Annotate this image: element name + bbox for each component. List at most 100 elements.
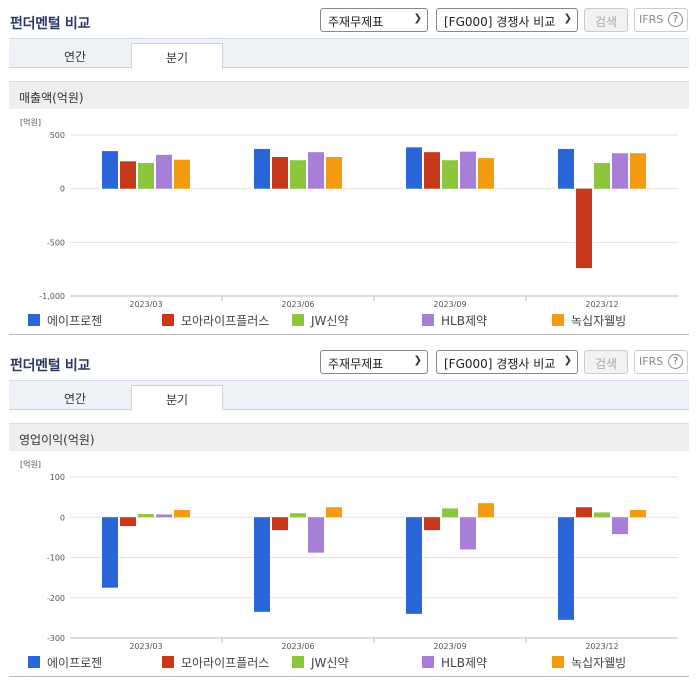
bar-4-2023-09 <box>460 151 476 189</box>
legend-label: HLB제약 <box>441 656 488 670</box>
compare-select-value: [FG000] 경쟁사 비교 <box>444 15 556 29</box>
ifrs-button[interactable]: IFRS ? <box>634 350 688 374</box>
bar-5-2023-12 <box>630 153 646 189</box>
legend-swatch <box>552 656 564 668</box>
legend-label: 에이프로젠 <box>47 656 103 670</box>
period-tabs: 연간 분기 <box>9 38 689 69</box>
x-category-label: 2023/12 <box>585 300 618 308</box>
bar-2-2023-03 <box>120 161 136 189</box>
panel-header: 펀더멘털 비교 주재무제표 ❯ [FG000] 경쟁사 비교 ❯ 검색 IFRS… <box>0 348 696 378</box>
chevron-down-icon: ❯ <box>413 13 422 24</box>
compare-select[interactable]: [FG000] 경쟁사 비교 ❯ <box>436 350 578 374</box>
bar-1-2023-03 <box>102 517 118 588</box>
bar-1-2023-09 <box>406 147 422 189</box>
bar-3-2023-09 <box>442 508 458 518</box>
y-tick-label: 100 <box>50 473 65 482</box>
panel-header: 펀더멘털 비교 주재무제표 ❯ [FG000] 경쟁사 비교 ❯ 검색 IFRS… <box>0 6 696 36</box>
fundamental-panel-revenue: 펀더멘털 비교 주재무제표 ❯ [FG000] 경쟁사 비교 ❯ 검색 IFRS… <box>0 6 696 335</box>
bar-5-2023-03 <box>174 159 190 189</box>
bar-5-2023-03 <box>174 510 190 518</box>
bar-3-2023-03 <box>138 162 154 189</box>
bar-1-2023-06 <box>254 517 270 612</box>
tab-quarterly[interactable]: 분기 <box>131 43 223 69</box>
chart-legend: 에이프로젠 모아라이프플러스 JW신약 HLB제약 녹십자웰빙 <box>28 312 688 330</box>
compare-select[interactable]: [FG000] 경쟁사 비교 ❯ <box>436 8 578 32</box>
legend-swatch <box>552 314 564 326</box>
x-category-label: 2023/03 <box>129 300 162 308</box>
bar-1-2023-12 <box>558 148 574 189</box>
help-icon[interactable]: ? <box>668 12 683 27</box>
fundamental-panel-operating-profit: 펀더멘털 비교 주재무제표 ❯ [FG000] 경쟁사 비교 ❯ 검색 IFRS… <box>0 342 696 684</box>
search-button[interactable]: 검색 <box>584 350 628 374</box>
legend-label: HLB제약 <box>441 314 488 328</box>
panel-title: 펀더멘털 비교 <box>10 358 91 374</box>
bar-5-2023-09 <box>478 158 494 189</box>
ifrs-label: IFRS <box>639 13 664 26</box>
y-tick-label: -1,000 <box>39 292 65 301</box>
divider <box>9 676 689 677</box>
legend-label: 녹십자웰빙 <box>571 314 627 328</box>
legend-swatch <box>162 656 174 668</box>
y-tick-label: 0 <box>60 513 65 522</box>
x-category-label: 2023/03 <box>129 642 162 650</box>
compare-select-value: [FG000] 경쟁사 비교 <box>444 357 556 371</box>
bar-4-2023-03 <box>156 514 172 518</box>
legend-label: 모아라이프플러스 <box>181 314 270 328</box>
tab-quarterly[interactable]: 분기 <box>131 385 223 411</box>
bar-4-2023-03 <box>156 154 172 189</box>
y-tick-label: 0 <box>60 185 65 194</box>
bar-3-2023-12 <box>594 162 610 189</box>
y-tick-label: 500 <box>50 131 65 140</box>
bar-4-2023-06 <box>308 152 324 189</box>
legend-label: JW신약 <box>311 656 349 670</box>
bar-4-2023-09 <box>460 517 476 550</box>
statement-select[interactable]: 주재무제표 ❯ <box>320 350 428 374</box>
bar-2-2023-03 <box>120 517 136 527</box>
bar-3-2023-06 <box>290 513 306 518</box>
bar-4-2023-12 <box>612 517 628 535</box>
bar-2-2023-09 <box>424 517 440 531</box>
legend-label: JW신약 <box>311 314 349 328</box>
legend-swatch <box>28 656 40 668</box>
legend-swatch <box>422 656 434 668</box>
legend-swatch <box>292 314 304 326</box>
y-tick-label: -100 <box>47 554 65 563</box>
legend-label: 녹십자웰빙 <box>571 656 627 670</box>
bar-5-2023-06 <box>326 507 342 518</box>
bar-1-2023-03 <box>102 151 118 189</box>
legend-swatch <box>422 314 434 326</box>
y-tick-label: -200 <box>47 594 65 603</box>
unit-label: [억원] <box>20 459 41 469</box>
operating-profit-chart: [억원] 100 0 -100 -200 -300 2023/03 2023/06 2023/0… <box>0 454 696 650</box>
chevron-down-icon: ❯ <box>413 355 422 366</box>
x-category-label: 2023/09 <box>433 300 466 308</box>
bar-5-2023-09 <box>478 503 494 518</box>
legend-label: 에이프로젠 <box>47 314 103 328</box>
tab-annual[interactable]: 연간 <box>63 50 87 64</box>
tab-annual[interactable]: 연간 <box>63 392 87 406</box>
unit-label: [억원] <box>20 117 41 127</box>
x-category-label: 2023/09 <box>433 642 466 650</box>
bar-2-2023-12 <box>576 188 592 269</box>
bar-4-2023-06 <box>308 517 324 553</box>
chevron-down-icon: ❯ <box>563 355 572 366</box>
ifrs-button[interactable]: IFRS ? <box>634 8 688 32</box>
divider <box>9 334 689 335</box>
statement-select-value: 주재무제표 <box>328 15 384 29</box>
chevron-down-icon: ❯ <box>563 13 572 24</box>
bar-1-2023-09 <box>406 517 422 614</box>
bar-5-2023-12 <box>630 510 646 518</box>
legend-swatch <box>28 314 40 326</box>
help-icon[interactable]: ? <box>668 354 683 369</box>
x-category-label: 2023/06 <box>281 300 314 308</box>
panel-title: 펀더멘털 비교 <box>10 16 91 32</box>
chart-title: 매출액(억원) <box>9 81 689 109</box>
ifrs-label: IFRS <box>639 355 664 368</box>
statement-select[interactable]: 주재무제표 ❯ <box>320 8 428 32</box>
chart-legend: 에이프로젠 모아라이프플러스 JW신약 HLB제약 녹십자웰빙 <box>28 654 688 672</box>
search-button[interactable]: 검색 <box>584 8 628 32</box>
bar-3-2023-09 <box>442 160 458 189</box>
revenue-chart-svg: [억원] 500 0 -500 -1,000 2023/03 2023/06 2023/09 2… <box>20 117 678 308</box>
bar-1-2023-06 <box>254 148 270 189</box>
bar-3-2023-03 <box>138 514 154 518</box>
